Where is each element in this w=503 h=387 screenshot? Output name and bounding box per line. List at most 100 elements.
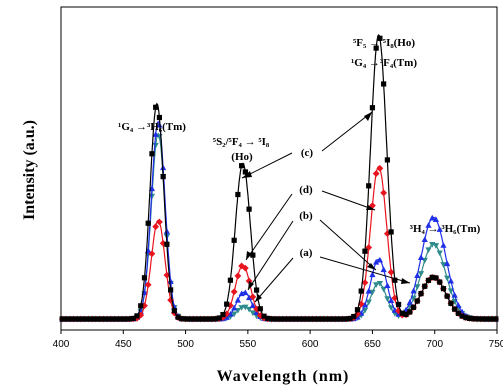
data-point — [246, 206, 252, 212]
data-point — [376, 280, 384, 287]
label-a: (a) — [300, 247, 313, 259]
data-point — [444, 275, 451, 282]
data-point — [372, 170, 380, 177]
data-point — [361, 279, 369, 286]
data-point — [384, 296, 391, 302]
arrow-a-to-green — [254, 257, 294, 303]
data-point — [425, 277, 432, 283]
x-tick-label: 450 — [115, 339, 132, 350]
data-point — [156, 114, 163, 121]
annotation-red-line2: ¹G₄ →³F₄(Tm) — [351, 57, 417, 69]
data-point — [463, 314, 469, 321]
data-point — [399, 310, 405, 316]
data-point — [444, 293, 450, 299]
data-point — [433, 275, 439, 281]
label-c: (c) — [301, 147, 314, 159]
data-point — [365, 287, 372, 294]
data-point — [384, 157, 390, 163]
data-point — [437, 279, 443, 285]
arrowhead-d-green — [246, 251, 252, 260]
x-tick-label: 400 — [53, 339, 70, 350]
data-point — [470, 316, 476, 322]
data-point — [164, 241, 170, 247]
data-point — [230, 288, 238, 296]
data-point — [152, 142, 159, 149]
annotation-arrows — [241, 111, 411, 303]
arrow-b-to-red — [319, 219, 377, 271]
data-point — [376, 256, 384, 263]
arrowhead-c-green — [242, 171, 252, 178]
annotation-ho-green-line1: ⁵S₂/⁵F₄ → ⁵I₈ — [213, 136, 270, 148]
data-point — [144, 281, 152, 289]
data-point — [152, 131, 159, 137]
data-point — [148, 250, 156, 258]
x-tick-label: 600 — [302, 339, 319, 350]
data-point — [179, 316, 185, 322]
data-point — [381, 81, 387, 87]
data-point — [234, 272, 242, 280]
data-point — [85, 316, 92, 322]
x-axis-title: Wavelength (nm) — [217, 368, 350, 385]
data-point — [351, 313, 357, 320]
data-point — [220, 311, 226, 318]
data-point — [231, 304, 238, 311]
data-point — [253, 287, 260, 293]
data-point — [186, 316, 192, 322]
arrowhead-c-red — [364, 112, 372, 121]
data-point — [436, 226, 443, 232]
data-point — [265, 315, 271, 322]
data-point — [414, 284, 421, 291]
data-point — [246, 306, 253, 313]
data-point — [451, 291, 458, 298]
arrowhead-b-red — [367, 263, 376, 270]
annotation-ho-green-line2: (Ho) — [231, 151, 253, 163]
data-point — [209, 316, 215, 322]
data-point — [387, 268, 395, 276]
data-point — [410, 287, 417, 294]
data-point — [82, 316, 88, 322]
data-point — [466, 315, 473, 321]
data-point — [422, 283, 428, 289]
data-point — [194, 316, 200, 322]
data-point — [261, 313, 267, 319]
arrow-d-to-red — [321, 190, 376, 211]
data-point — [489, 316, 495, 322]
data-point — [392, 277, 398, 283]
data-point — [231, 237, 237, 243]
data-point — [111, 316, 118, 322]
data-point — [130, 315, 136, 322]
arrow-heads — [242, 112, 410, 302]
data-point — [369, 105, 376, 111]
data-point — [190, 316, 196, 322]
data-point — [440, 242, 447, 248]
data-point — [249, 302, 256, 308]
data-point — [436, 250, 443, 257]
data-point — [493, 316, 499, 322]
data-point — [380, 266, 387, 273]
data-point — [373, 258, 380, 265]
data-point — [276, 316, 282, 322]
data-point — [167, 278, 174, 284]
data-point — [328, 316, 334, 322]
data-point — [249, 310, 256, 317]
data-point — [287, 316, 293, 322]
data-point — [313, 316, 319, 322]
data-point — [481, 316, 488, 322]
data-point — [231, 311, 238, 318]
data-point — [302, 316, 308, 322]
data-point — [152, 223, 160, 231]
data-point — [366, 183, 372, 189]
data-point — [171, 307, 177, 314]
data-point — [104, 316, 110, 322]
data-point — [138, 303, 144, 309]
data-point — [126, 316, 133, 322]
data-point — [291, 316, 297, 322]
data-point — [425, 222, 432, 228]
data-point — [421, 236, 428, 243]
data-point — [201, 316, 207, 322]
data-point — [238, 305, 245, 311]
data-point — [295, 316, 301, 322]
data-point — [70, 316, 77, 322]
data-point — [63, 316, 69, 322]
